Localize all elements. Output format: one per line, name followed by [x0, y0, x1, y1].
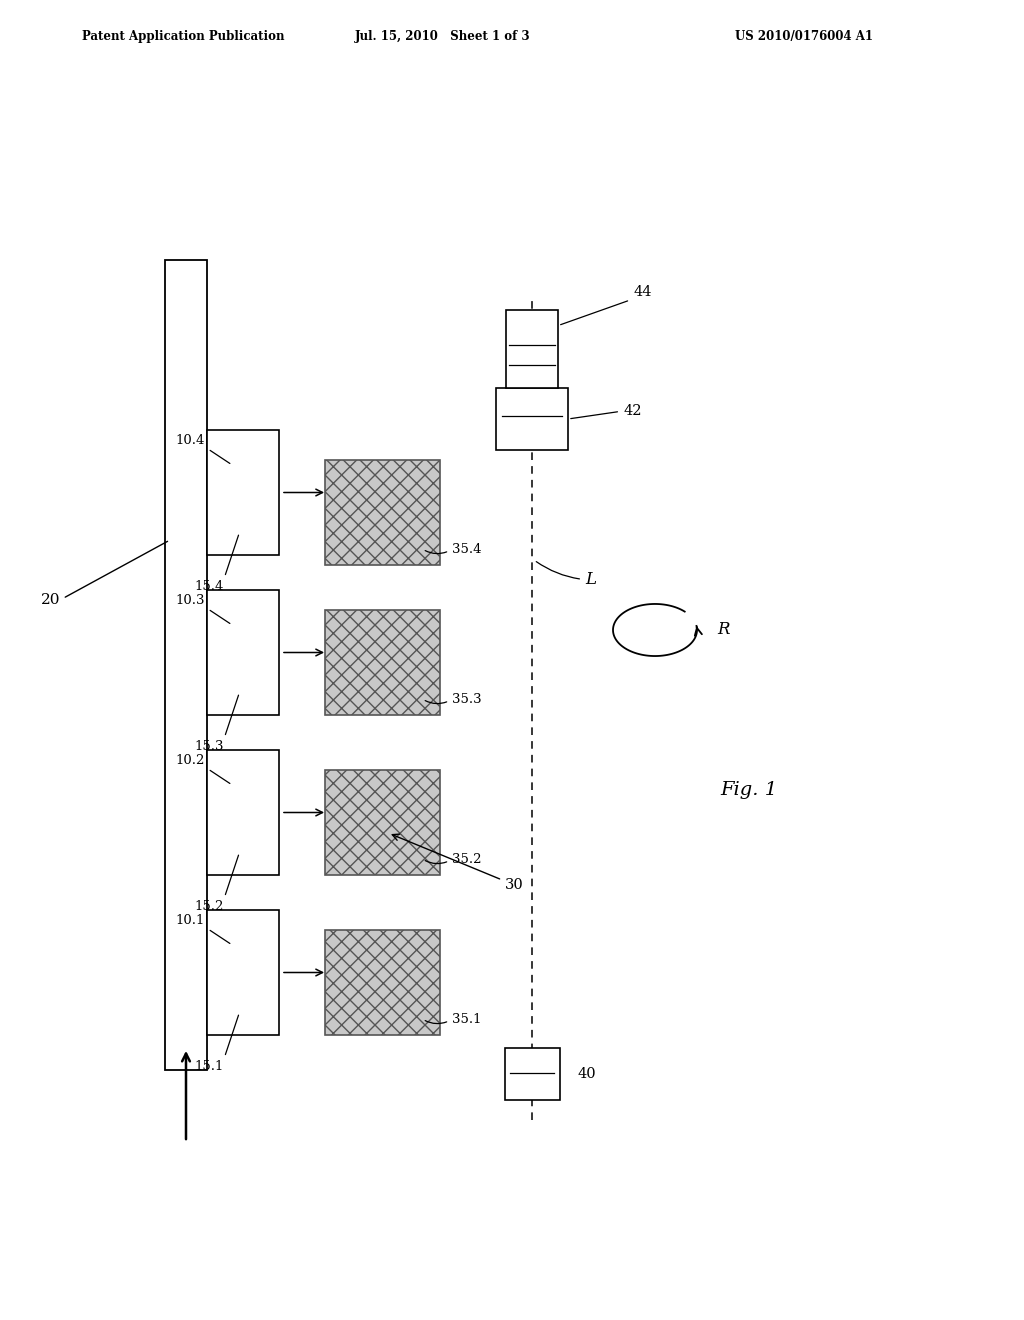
Text: 15.3: 15.3 — [195, 696, 239, 752]
Text: 44: 44 — [560, 285, 651, 325]
Text: R: R — [717, 622, 729, 639]
Bar — [325, 459, 440, 565]
Text: 10.4: 10.4 — [176, 434, 229, 463]
Bar — [505, 1048, 559, 1100]
Text: 10.3: 10.3 — [175, 594, 229, 623]
Text: 15.1: 15.1 — [195, 1015, 239, 1073]
Text: 35.1: 35.1 — [425, 1012, 481, 1026]
Bar — [165, 260, 207, 1071]
Bar — [325, 931, 440, 1035]
Text: Patent Application Publication: Patent Application Publication — [82, 30, 285, 44]
Text: 15.4: 15.4 — [195, 535, 239, 593]
Text: 42: 42 — [570, 404, 641, 418]
Text: L: L — [537, 561, 596, 589]
Text: 10.1: 10.1 — [176, 913, 229, 944]
Text: 10.2: 10.2 — [176, 754, 229, 784]
Text: 30: 30 — [392, 834, 523, 892]
Text: US 2010/0176004 A1: US 2010/0176004 A1 — [735, 30, 873, 44]
Bar — [207, 430, 279, 554]
Text: 35.3: 35.3 — [425, 693, 481, 706]
Bar — [325, 770, 440, 875]
Bar — [207, 909, 279, 1035]
Text: Fig. 1: Fig. 1 — [720, 781, 777, 799]
Bar — [325, 610, 440, 715]
Bar — [506, 310, 558, 388]
Bar — [496, 388, 568, 450]
Text: 35.2: 35.2 — [425, 853, 481, 866]
Text: 40: 40 — [578, 1067, 596, 1081]
Text: 35.4: 35.4 — [425, 543, 481, 556]
Bar — [207, 590, 279, 715]
Text: 20: 20 — [41, 541, 168, 607]
Bar — [207, 750, 279, 875]
Text: 15.2: 15.2 — [195, 855, 239, 913]
Text: Jul. 15, 2010   Sheet 1 of 3: Jul. 15, 2010 Sheet 1 of 3 — [355, 30, 530, 44]
